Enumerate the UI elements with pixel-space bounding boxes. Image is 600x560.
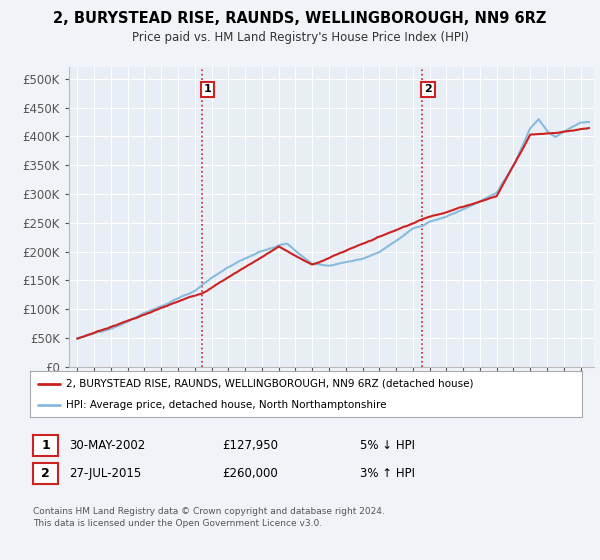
Text: Contains HM Land Registry data © Crown copyright and database right 2024.
This d: Contains HM Land Registry data © Crown c…: [33, 507, 385, 528]
Text: 2: 2: [424, 85, 432, 95]
Text: 2, BURYSTEAD RISE, RAUNDS, WELLINGBOROUGH, NN9 6RZ: 2, BURYSTEAD RISE, RAUNDS, WELLINGBOROUG…: [53, 11, 547, 26]
Text: Price paid vs. HM Land Registry's House Price Index (HPI): Price paid vs. HM Land Registry's House …: [131, 31, 469, 44]
Text: HPI: Average price, detached house, North Northamptonshire: HPI: Average price, detached house, Nort…: [66, 400, 386, 410]
Text: 27-JUL-2015: 27-JUL-2015: [69, 466, 141, 480]
Text: 1: 1: [41, 439, 50, 452]
Text: 5% ↓ HPI: 5% ↓ HPI: [360, 438, 415, 452]
Text: £260,000: £260,000: [222, 466, 278, 480]
Text: 2: 2: [41, 467, 50, 480]
Text: 3% ↑ HPI: 3% ↑ HPI: [360, 466, 415, 480]
Text: 1: 1: [203, 85, 211, 95]
Text: 30-MAY-2002: 30-MAY-2002: [69, 438, 145, 452]
Text: £127,950: £127,950: [222, 438, 278, 452]
Text: 2, BURYSTEAD RISE, RAUNDS, WELLINGBOROUGH, NN9 6RZ (detached house): 2, BURYSTEAD RISE, RAUNDS, WELLINGBOROUG…: [66, 379, 473, 389]
